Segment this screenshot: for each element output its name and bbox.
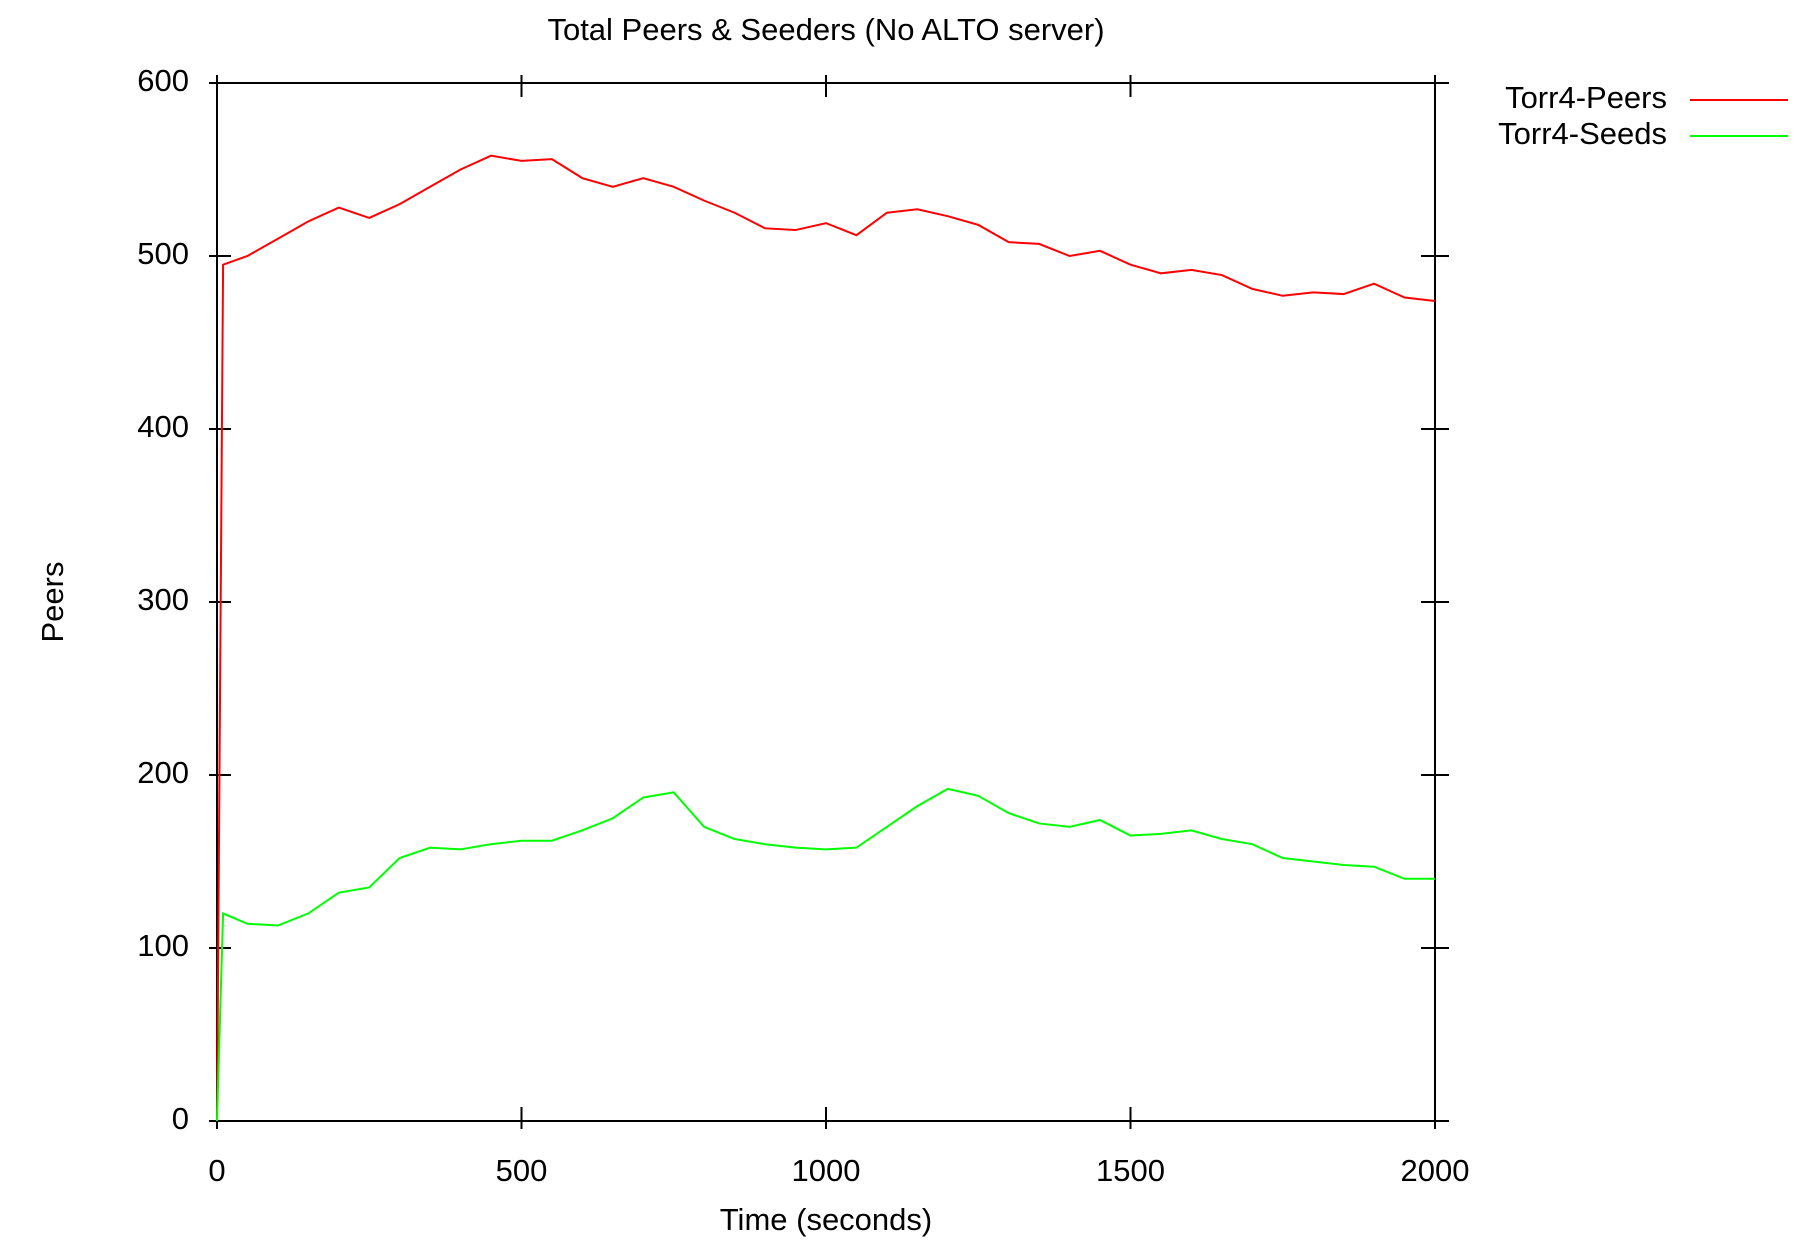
y-tick-label: 400 <box>137 409 189 444</box>
legend-label: Torr4-Seeds <box>1498 116 1667 151</box>
x-axis-label: Time (seconds) <box>720 1202 932 1237</box>
x-tick-label: 2000 <box>1401 1153 1470 1188</box>
x-tick-label: 500 <box>496 1153 548 1188</box>
y-axis-label: Peers <box>35 562 70 643</box>
y-tick-label: 100 <box>137 928 189 963</box>
y-tick-label: 600 <box>137 63 189 98</box>
series-line <box>216 154 1436 1122</box>
y-tick-label: 500 <box>137 236 189 271</box>
legend-label: Torr4-Peers <box>1505 80 1667 115</box>
series-line <box>216 787 1435 1122</box>
plot-frame <box>216 82 1436 1122</box>
x-tick-label: 1000 <box>792 1153 861 1188</box>
y-tick-label: 200 <box>137 755 189 790</box>
y-tick-label: 0 <box>172 1101 189 1136</box>
chart-title: Total Peers & Seeders (No ALTO server) <box>547 12 1104 47</box>
x-tick-label: 0 <box>208 1153 225 1188</box>
x-tick-label: 1500 <box>1096 1153 1165 1188</box>
y-tick-label: 300 <box>137 582 189 617</box>
